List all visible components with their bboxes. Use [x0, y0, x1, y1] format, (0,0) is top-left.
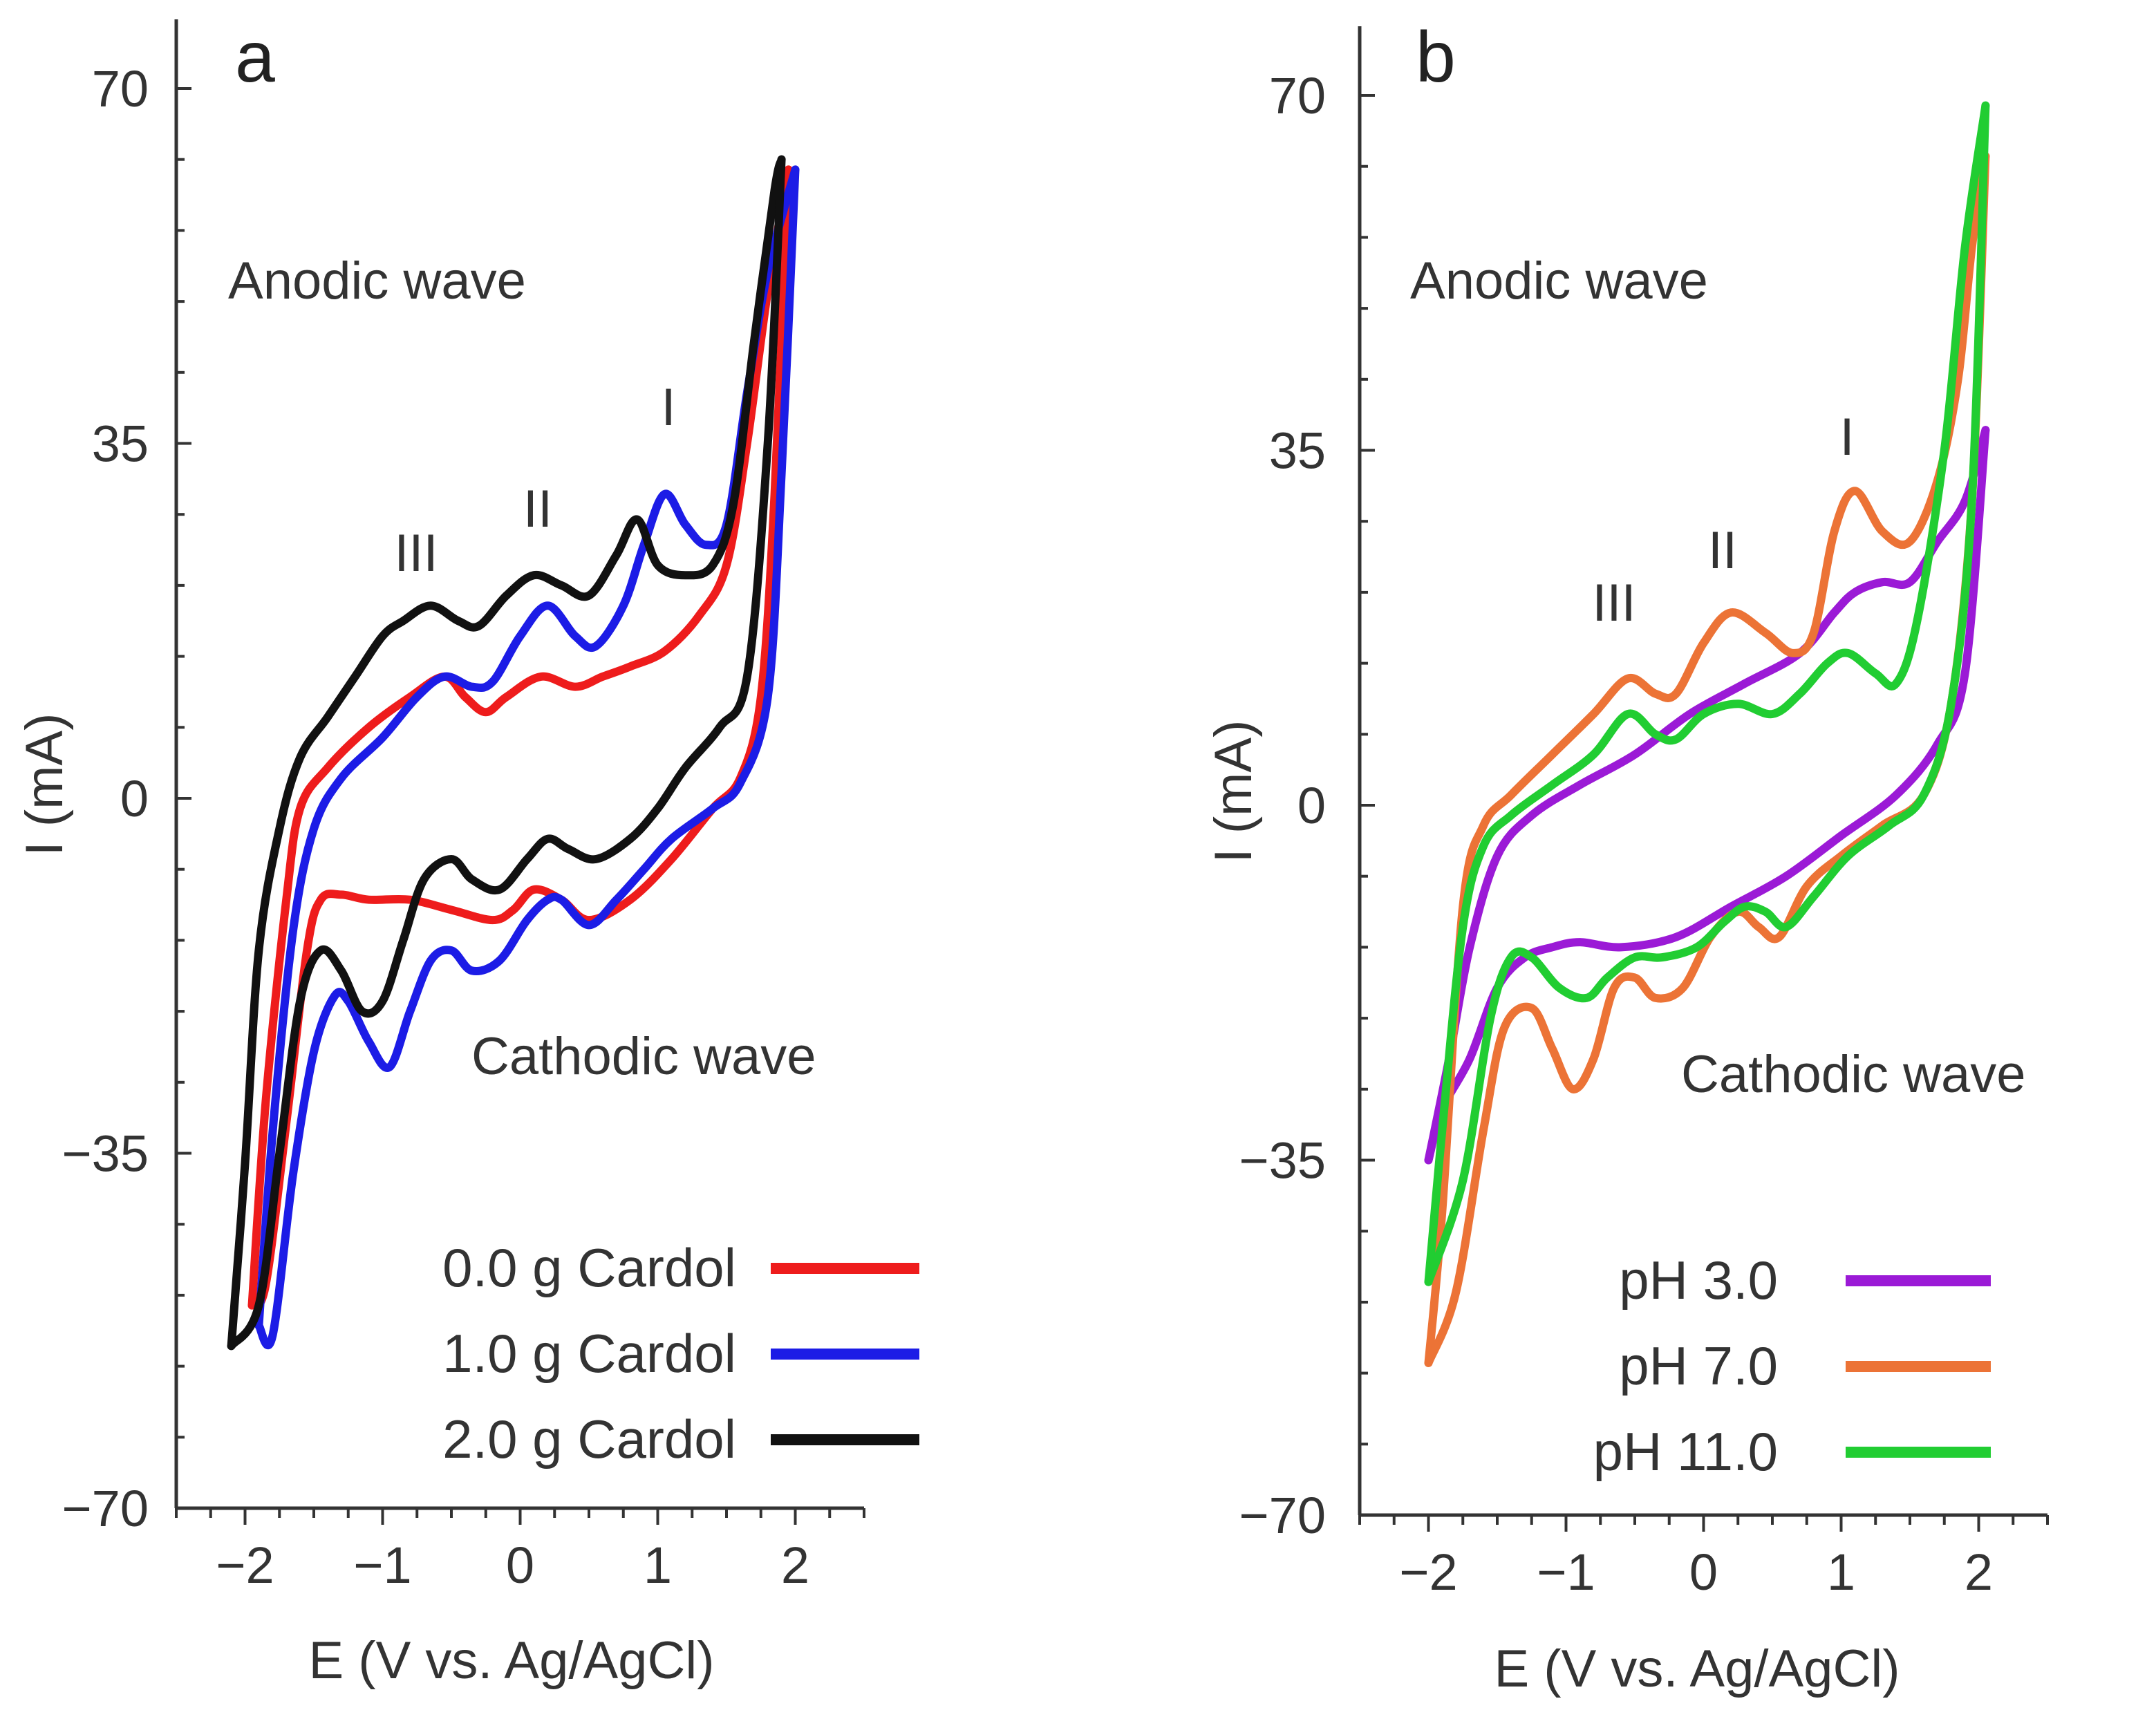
- legend-a: 0.0 g Cardol 1.0 g Cardol 2.0 g Cardol: [442, 1237, 919, 1469]
- y-tick-label: 0: [1297, 777, 1326, 834]
- x-axis-label: E (V vs. Ag/AgCl): [308, 1631, 714, 1690]
- x-tick-label: 0: [506, 1537, 534, 1594]
- x-tick-label: 1: [644, 1537, 672, 1594]
- anodic-sweep-line: [1424, 152, 1990, 1367]
- x-tick-label: −1: [1537, 1543, 1595, 1601]
- panel-a: a Anodic wave Cathodic wave I II III 70 3…: [15, 17, 919, 1690]
- y-tick-label: 70: [92, 60, 149, 118]
- x-tick-label: −2: [1399, 1543, 1457, 1601]
- legend-label: pH 3.0: [1619, 1250, 1778, 1311]
- legend-label: pH 11.0: [1593, 1421, 1778, 1482]
- peak-label-i: I: [661, 378, 675, 437]
- series-ph-11-0: [1424, 101, 1990, 1286]
- curves-b: [1424, 101, 1990, 1367]
- y-tick-label: 70: [1269, 67, 1326, 124]
- peak-label-ii: II: [1708, 521, 1737, 580]
- y-tick-label: 0: [120, 770, 149, 827]
- y-axis-label: I (mA): [1204, 720, 1263, 863]
- legend-label: pH 7.0: [1619, 1335, 1778, 1396]
- anodic-wave-annotation: Anodic wave: [228, 252, 526, 310]
- curves-a: [227, 155, 800, 1351]
- axes-b: 70 35 0 −35 −70 −2 −1 0 1 2 E (V vs. Ag/AgCl) I (mA…: [1204, 26, 2049, 1698]
- legend-label: 0.0 g Cardol: [442, 1237, 736, 1298]
- cathodic-sweep-line: [227, 155, 786, 1351]
- anodic-sweep-line: [1424, 101, 1990, 1286]
- cathodic-wave-annotation: Cathodic wave: [1681, 1045, 2026, 1104]
- cathodic-sweep-line: [1424, 152, 1990, 1367]
- y-tick-label: −70: [62, 1480, 149, 1537]
- peak-label-ii: II: [523, 480, 552, 538]
- panel-label-a: a: [235, 17, 275, 97]
- x-axis-label: E (V vs. Ag/AgCl): [1494, 1640, 1900, 1698]
- anodic-sweep-line: [254, 165, 800, 1330]
- anodic-sweep-line: [247, 165, 793, 1310]
- y-tick-label: −70: [1239, 1487, 1326, 1544]
- peak-label-iii: III: [1592, 574, 1635, 632]
- x-tick-label: 1: [1827, 1543, 1855, 1601]
- x-tick-label: −1: [353, 1537, 411, 1594]
- axes-a: 70 35 0 −35 −70 −2 −1 0 1 2 E (V vs. Ag/AgCl) I (mA…: [15, 19, 865, 1690]
- legend-b: pH 3.0 pH 7.0 pH 11.0: [1593, 1250, 1991, 1482]
- x-tick-label: 0: [1689, 1543, 1718, 1601]
- legend-label: 1.0 g Cardol: [442, 1323, 736, 1384]
- panel-label-b: b: [1416, 17, 1456, 97]
- anodic-sweep-line: [1424, 426, 1990, 1165]
- legend-label: 2.0 g Cardol: [442, 1409, 736, 1469]
- cathodic-sweep-line: [1424, 101, 1990, 1286]
- y-axis-label: I (mA): [15, 713, 74, 856]
- series-ph-7-0: [1424, 152, 1990, 1367]
- peak-label-iii: III: [394, 524, 438, 583]
- y-tick-label: −35: [1239, 1132, 1326, 1190]
- y-tick-label: 35: [1269, 422, 1326, 480]
- series-2-0-g-cardol: [227, 155, 786, 1351]
- x-tick-label: 2: [781, 1537, 809, 1594]
- cathodic-sweep-line: [254, 165, 800, 1350]
- anodic-wave-annotation: Anodic wave: [1410, 252, 1708, 310]
- x-tick-label: 2: [1965, 1543, 1993, 1601]
- y-tick-label: 35: [92, 415, 149, 473]
- anodic-sweep-line: [227, 155, 786, 1351]
- x-tick-label: −2: [216, 1537, 274, 1594]
- cathodic-wave-annotation: Cathodic wave: [471, 1027, 816, 1086]
- y-tick-label: −35: [62, 1125, 149, 1183]
- peak-label-i: I: [1839, 408, 1854, 467]
- panel-b: b Anodic wave Cathodic wave I II III 70 3…: [1204, 17, 2049, 1698]
